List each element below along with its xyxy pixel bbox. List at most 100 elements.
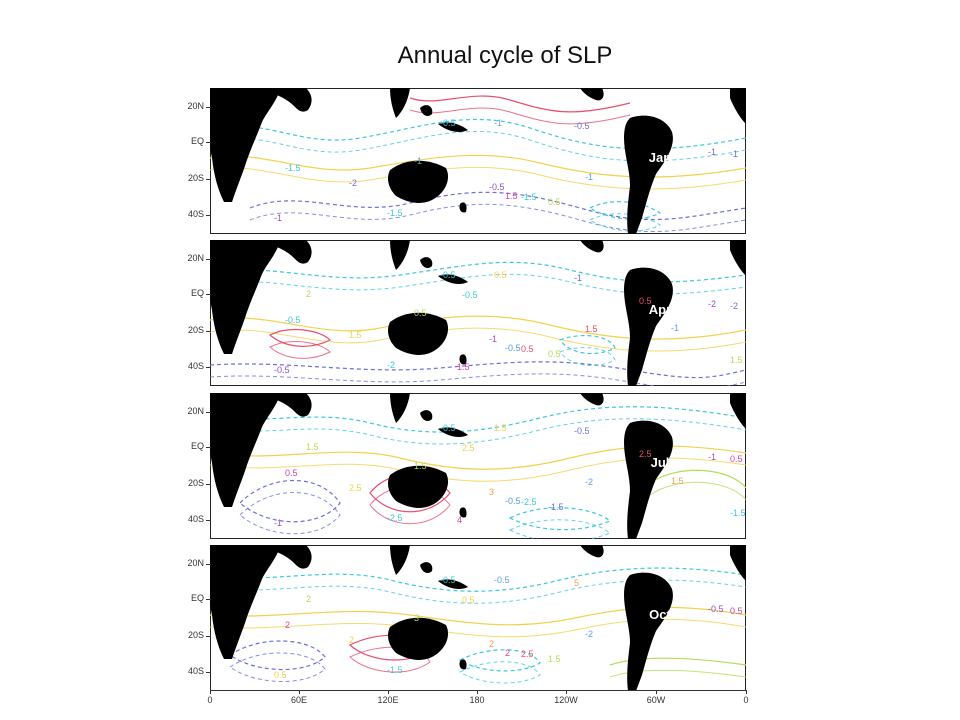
- lat-label: EQ: [190, 441, 204, 451]
- contour-label: 2.5: [349, 483, 362, 493]
- contour-label: -1: [274, 518, 282, 528]
- lat-tick: [206, 107, 211, 108]
- contour-label: -0.5: [440, 575, 456, 585]
- contour-label: 1.5: [349, 330, 362, 340]
- contour-line: [559, 347, 616, 366]
- contour-label: 1.5: [306, 442, 319, 452]
- contour-label: 2: [505, 648, 510, 658]
- land-mass: [624, 420, 673, 539]
- land-mass: [624, 572, 673, 691]
- lat-label: 40S: [187, 361, 204, 371]
- lon-label: 60W: [646, 695, 666, 705]
- contour-line: [249, 191, 746, 221]
- contour-line: [349, 646, 431, 673]
- lon-label: 120W: [554, 695, 578, 705]
- lat-label: 20S: [187, 630, 204, 640]
- contour-map: -0.5 1.5 -0.5-10.51.52.5 3-2.5-0.5-1.5-1 -2.…: [210, 393, 746, 539]
- map-panel-jul: -0.5 1.5 -0.5 -1 0.5 1.5 2.5 3 -2.5 -0.5 -1.5 -1 -2.…: [210, 393, 746, 539]
- land-mass: [580, 393, 604, 406]
- contour-map: -0.5 -0.5 5 -0.5 2 3 2 2 2.5 2 1.5 0.5 -1.5 -2 0.5 2 0.5: [210, 545, 746, 691]
- lat-tick: [206, 294, 211, 295]
- contour-label: -0.5: [574, 121, 590, 131]
- land-mass: [580, 545, 604, 558]
- contour-label: -0.5: [440, 423, 456, 433]
- month-label: Apr: [648, 302, 672, 317]
- lat-label: 20N: [187, 253, 204, 263]
- contour-label: 0.5: [639, 296, 652, 306]
- contour-label: -1: [274, 213, 282, 223]
- contour-line: [409, 107, 631, 125]
- land-mass: [730, 393, 746, 429]
- lat-tick: [206, 142, 211, 143]
- contour-label: 2.5: [521, 649, 534, 659]
- contour-map: -0.5 0.5 -1-2-0.50.51.5 -10.5-0.50.5-0.5 -21…: [210, 240, 746, 386]
- contour-label: 0.5: [521, 344, 534, 354]
- contour-line: [210, 567, 746, 592]
- contour-label: 0.5: [730, 454, 743, 464]
- contour-label: -0.5: [494, 575, 510, 585]
- contour-line: [239, 479, 341, 523]
- contour-label: -1: [414, 156, 422, 166]
- lon-label: 0: [207, 695, 213, 705]
- contour-label: -1: [489, 334, 497, 344]
- contour-label: 1.5: [548, 654, 561, 664]
- lat-label: 20S: [187, 173, 204, 183]
- contour-label: 4: [457, 515, 462, 525]
- month-label: Jan: [648, 150, 672, 165]
- land-mass: [210, 240, 280, 354]
- contour-line: [649, 469, 746, 489]
- contour-label: -0.5: [489, 182, 505, 192]
- map-panel-apr: -0.5 0.5 -1 -2 -0.5 0.5 1.5 -1 0.5 -0.5 0.5 -0.5 -2 1…: [210, 240, 746, 386]
- contour-label: -0.5: [574, 426, 590, 436]
- lat-label: 40S: [187, 666, 204, 676]
- land-mass: [388, 465, 449, 508]
- lon-tick: [388, 690, 389, 694]
- contour-line: [559, 335, 616, 355]
- lon-tick: [656, 690, 657, 694]
- lat-label: 20S: [187, 478, 204, 488]
- lat-label: EQ: [190, 288, 204, 298]
- contour-line: [409, 95, 631, 113]
- lat-tick: [206, 564, 211, 565]
- contour-label: 0.5: [548, 197, 561, 207]
- land-mass: [730, 240, 746, 276]
- lat-tick: [206, 215, 211, 216]
- lat-label: EQ: [190, 593, 204, 603]
- contour-line: [588, 201, 662, 220]
- contour-line: [609, 657, 746, 666]
- land-mass: [390, 393, 410, 423]
- lat-tick: [206, 520, 211, 521]
- contour-line: [609, 669, 746, 678]
- land-mass: [420, 562, 433, 573]
- contour-label: -2: [585, 477, 593, 487]
- contour-label: -1: [574, 273, 582, 283]
- contour-map: -0.5 -1 -0.5-1-1.5-1-2 -0.5-1.51.50.5-1 -1.5…: [210, 88, 746, 234]
- contour-line: [508, 507, 612, 531]
- lat-tick: [206, 412, 211, 413]
- contour-label: 2: [349, 635, 354, 645]
- land-mass: [624, 115, 673, 234]
- land-mass: [438, 427, 468, 437]
- lat-tick: [206, 179, 211, 180]
- contour-label: -1: [708, 147, 716, 157]
- contour-label: 2.5: [639, 449, 652, 459]
- map-panel-oct: -0.5 -0.5 5 -0.5 2 3 2 2 2.5 2 1.5 0.5 -1.5 -2 0.5 2 0.5: [210, 545, 746, 691]
- land-mass: [210, 545, 280, 659]
- land-mass: [270, 393, 312, 417]
- land-mass: [210, 393, 280, 507]
- contour-line: [249, 203, 746, 233]
- figure-title: Annual cycle of SLP: [397, 42, 613, 69]
- contour-label: -0.5: [440, 270, 456, 280]
- contour-label: 1.5: [494, 423, 507, 433]
- contour-label: 1.5: [671, 476, 684, 486]
- contour-label: 1.5: [414, 461, 427, 471]
- lat-tick: [206, 484, 211, 485]
- land-mass: [438, 274, 468, 284]
- lat-label: 40S: [187, 514, 204, 524]
- contour-label: 1.5: [730, 355, 743, 365]
- land-mass: [270, 88, 312, 112]
- month-label: Jul: [650, 455, 670, 470]
- x-axis-line: [210, 690, 746, 691]
- land-mass: [438, 122, 468, 132]
- contour-line: [268, 329, 332, 347]
